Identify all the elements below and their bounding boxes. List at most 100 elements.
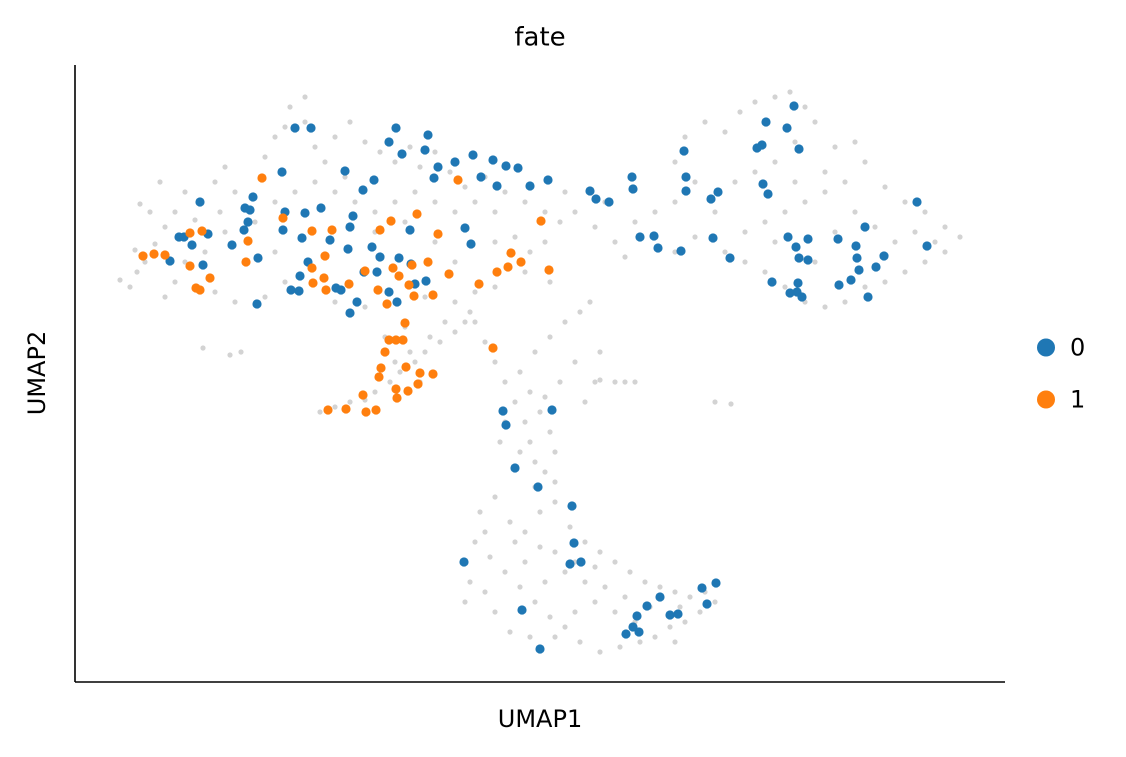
point — [655, 592, 665, 602]
point — [397, 149, 407, 159]
point — [512, 234, 518, 240]
point — [522, 269, 528, 275]
point — [517, 584, 523, 590]
point — [282, 124, 288, 130]
point — [437, 339, 443, 345]
point — [492, 609, 498, 615]
point — [360, 266, 370, 276]
point — [367, 242, 377, 252]
point — [537, 509, 543, 515]
point — [542, 579, 548, 585]
point — [542, 394, 548, 400]
point — [127, 284, 133, 290]
point — [802, 104, 808, 110]
point — [272, 134, 278, 140]
point — [492, 494, 498, 500]
point — [846, 275, 856, 285]
point — [665, 610, 675, 620]
point — [138, 251, 148, 261]
point — [787, 89, 793, 95]
point — [522, 559, 528, 565]
point — [394, 253, 404, 263]
point — [286, 285, 296, 295]
point — [622, 379, 628, 385]
point — [238, 349, 244, 355]
point — [482, 339, 488, 345]
point — [252, 299, 262, 309]
point — [422, 349, 428, 355]
point — [767, 277, 777, 287]
point — [502, 569, 508, 575]
point — [200, 345, 206, 351]
point — [407, 260, 417, 270]
point — [149, 249, 159, 259]
point — [604, 197, 614, 207]
point — [421, 276, 431, 286]
point — [384, 287, 394, 297]
point — [591, 194, 601, 204]
point — [862, 284, 868, 290]
point — [423, 257, 433, 267]
point — [902, 269, 908, 275]
point — [391, 335, 401, 345]
point — [450, 157, 460, 167]
point — [347, 399, 353, 405]
point — [241, 257, 251, 267]
point — [243, 236, 253, 246]
point — [172, 209, 178, 215]
point — [347, 119, 353, 125]
point — [677, 604, 683, 610]
point — [375, 252, 385, 262]
point — [572, 609, 578, 615]
point — [372, 267, 382, 277]
point — [294, 286, 304, 296]
point — [503, 262, 513, 272]
point — [602, 584, 608, 590]
point — [429, 173, 439, 183]
point — [652, 209, 658, 215]
point — [942, 224, 948, 230]
point — [871, 262, 881, 272]
point — [527, 439, 533, 445]
point — [617, 644, 623, 650]
point — [687, 594, 693, 600]
point — [374, 372, 384, 382]
point — [312, 179, 318, 185]
point — [245, 205, 255, 215]
point — [409, 291, 419, 301]
point — [361, 407, 371, 417]
point — [612, 239, 618, 245]
point — [340, 166, 350, 176]
point — [522, 529, 528, 535]
point — [783, 232, 793, 242]
point — [300, 208, 310, 218]
point — [420, 145, 430, 155]
point — [253, 253, 263, 263]
point — [797, 292, 807, 302]
point — [472, 199, 478, 205]
point — [772, 94, 778, 100]
point — [400, 318, 410, 328]
point — [384, 137, 394, 147]
point — [472, 289, 478, 295]
point — [392, 359, 398, 365]
point — [544, 265, 554, 275]
point — [466, 239, 476, 249]
point — [404, 280, 414, 290]
point — [542, 239, 548, 245]
point — [533, 482, 543, 492]
point — [307, 263, 317, 273]
point — [392, 159, 398, 165]
point — [502, 189, 508, 195]
point — [428, 290, 438, 300]
point — [232, 299, 238, 305]
point — [117, 277, 123, 283]
point — [872, 224, 878, 230]
point — [492, 239, 498, 245]
point — [277, 167, 287, 177]
point — [516, 257, 526, 267]
point — [358, 390, 368, 400]
point — [592, 599, 598, 605]
point — [392, 297, 402, 307]
